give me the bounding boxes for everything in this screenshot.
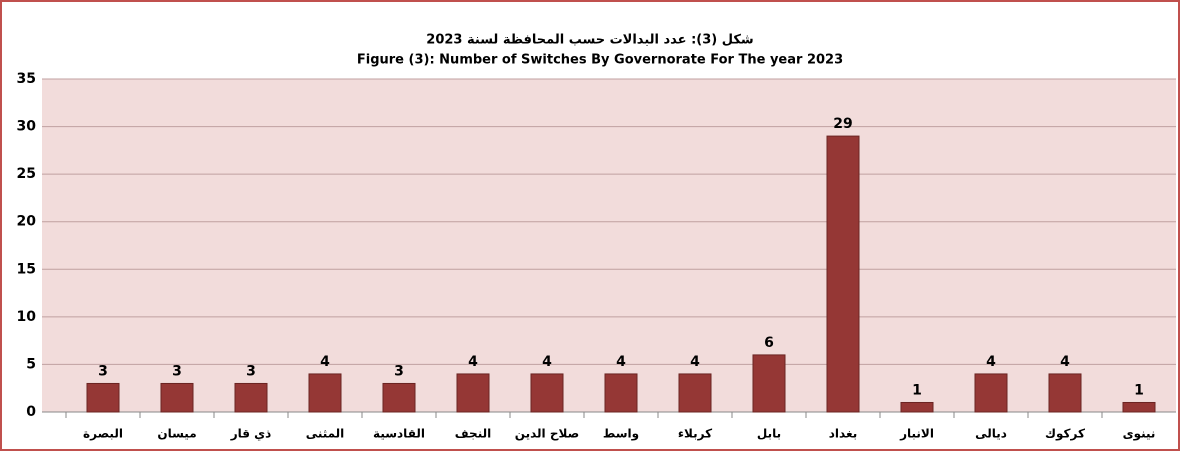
x-tick-label: المثنى (306, 427, 345, 441)
x-tick-label: ذي قار (230, 427, 272, 441)
value-label: 1 (1134, 382, 1144, 398)
chart-title: شكل (3): عدد البدالات حسب المحافظة لسنة … (426, 33, 753, 48)
value-label: 4 (468, 354, 478, 370)
bar (456, 373, 490, 413)
x-tick-label: ديالى (975, 427, 1007, 441)
x-tick-label: بابل (757, 427, 781, 441)
bar (86, 382, 120, 413)
y-tick-label: 0 (26, 404, 36, 420)
y-tick-label: 20 (17, 214, 37, 230)
bar (1048, 373, 1082, 413)
value-label: 4 (690, 354, 700, 370)
value-label: 4 (1060, 354, 1070, 370)
y-tick-label: 30 (17, 119, 37, 135)
x-tick-label: واسط (603, 427, 639, 442)
x-tick-label: ميسان (157, 427, 196, 441)
x-tick-label: الانبار (899, 427, 934, 441)
bar (1122, 401, 1156, 413)
x-tick-label: صلاح الدين (515, 427, 579, 441)
bar (974, 373, 1008, 413)
y-tick-label: 10 (17, 309, 37, 325)
bar (234, 382, 268, 413)
value-label: 3 (98, 363, 108, 379)
bar (678, 373, 712, 413)
x-tick-label: البصرة (83, 427, 123, 441)
x-tick-label: كركوك (1045, 427, 1085, 442)
bar (826, 135, 860, 413)
bar (900, 401, 934, 413)
value-label: 4 (320, 354, 330, 370)
value-label: 4 (986, 354, 996, 370)
x-tick-label: كربلاء (678, 427, 712, 441)
chart-subtitle: Figure (3): Number of Switches By Govern… (357, 53, 843, 68)
bar (530, 373, 564, 413)
value-label: 3 (246, 363, 256, 379)
x-tick-label: القادسية (373, 427, 425, 441)
y-tick-label: 35 (17, 71, 36, 87)
bar (382, 382, 416, 413)
value-label: 4 (616, 354, 626, 370)
y-tick-label: 15 (17, 261, 36, 277)
x-tick-label: بغداد (829, 427, 857, 441)
value-label: 6 (764, 335, 774, 351)
bar (160, 382, 194, 413)
y-tick-label: 5 (26, 356, 36, 372)
value-label: 3 (394, 363, 404, 379)
x-tick-label: نينوى (1123, 427, 1156, 442)
value-label: 1 (912, 382, 922, 398)
value-label: 3 (172, 363, 182, 379)
bar (752, 354, 786, 413)
bar (604, 373, 638, 413)
value-label: 29 (833, 116, 852, 132)
value-label: 4 (542, 354, 552, 370)
x-tick-label: النجف (455, 427, 491, 441)
plot-area (42, 79, 1176, 412)
y-tick-label: 25 (17, 166, 36, 182)
bar (308, 373, 342, 413)
